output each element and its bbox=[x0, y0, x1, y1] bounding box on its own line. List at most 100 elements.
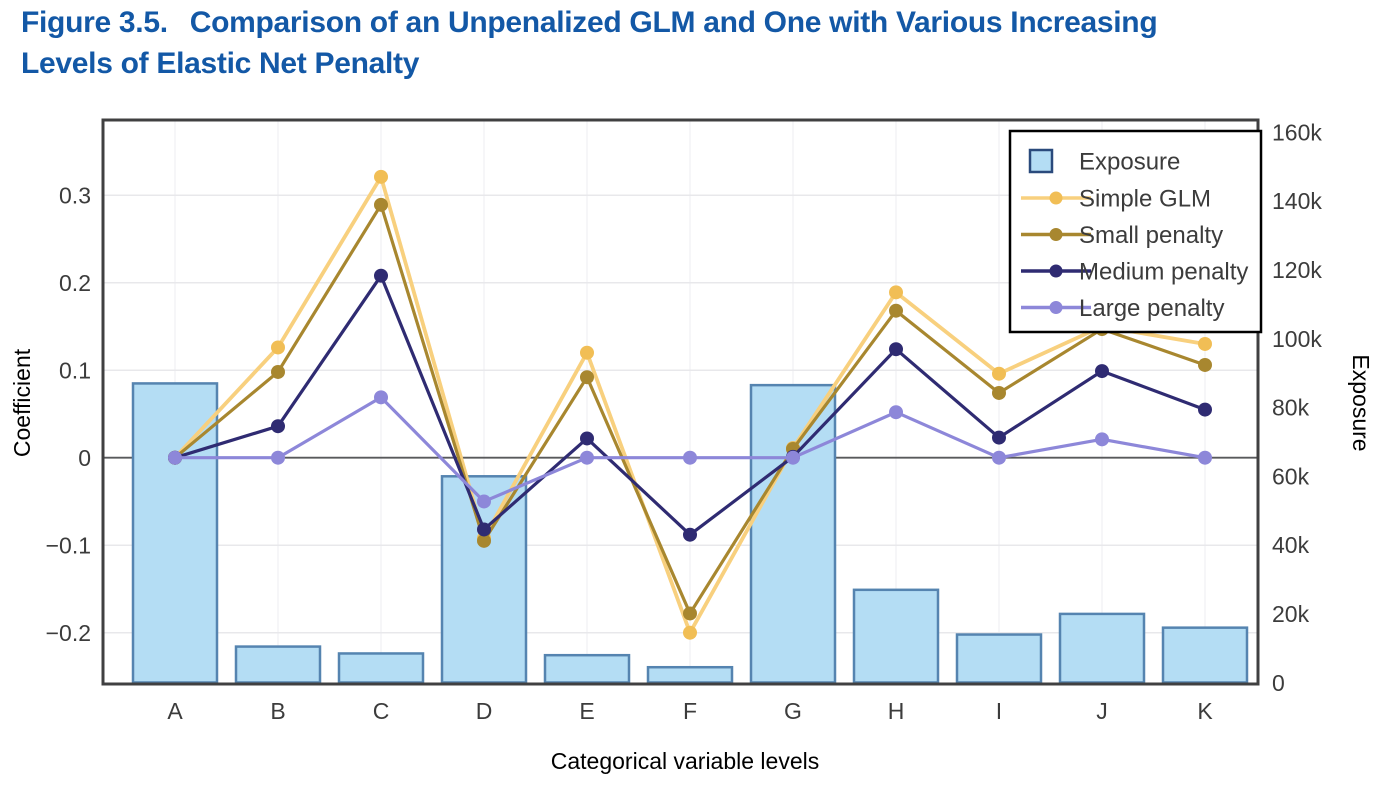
series-dot-large-penalty bbox=[1198, 450, 1212, 465]
legend-dot-sample bbox=[1049, 264, 1063, 278]
series-dot-small-penalty bbox=[992, 385, 1006, 400]
series-dot-simple-glm bbox=[374, 169, 388, 184]
exposure-bars-layer bbox=[131, 382, 1249, 684]
tick-labels-layer: 0.3 0.2 0.1 0 −0.1 −0.2 160k 140k 120k 100k 80k 60k… bbox=[46, 119, 1323, 724]
y-left-axis-title: Coefficient bbox=[9, 348, 35, 457]
legend-label: Exposure bbox=[1079, 148, 1180, 175]
x-category-label: B bbox=[270, 698, 285, 724]
exposure-bar bbox=[234, 645, 322, 684]
series-dot-medium-penalty bbox=[271, 419, 285, 434]
series-dot-small-penalty bbox=[889, 303, 903, 318]
y-left-tick-label: 0.2 bbox=[59, 270, 91, 296]
legend-entry-small-penalty: Small penalty bbox=[1021, 222, 1223, 249]
series-dot-simple-glm bbox=[889, 285, 903, 300]
exposure-bar bbox=[337, 652, 425, 684]
exposure-bar bbox=[1161, 626, 1249, 684]
series-dot-small-penalty bbox=[580, 370, 594, 385]
coefficient-lines-layer bbox=[168, 169, 1212, 640]
series-dot-medium-penalty bbox=[374, 268, 388, 283]
series-dot-medium-penalty bbox=[683, 527, 697, 542]
figure-number: Figure 3.5. bbox=[21, 6, 168, 39]
series-dot-large-penalty bbox=[271, 450, 285, 465]
y-right-tick-label: 20k bbox=[1272, 601, 1310, 627]
x-category-label: E bbox=[579, 698, 594, 724]
series-dot-small-penalty bbox=[374, 197, 388, 212]
series-dot-simple-glm bbox=[271, 340, 285, 355]
y-right-tick-label: 60k bbox=[1272, 463, 1310, 489]
legend-entry-large-penalty: Large penalty bbox=[1021, 295, 1224, 322]
plot-frame-layer bbox=[101, 118, 1260, 686]
exposure-bar bbox=[646, 665, 734, 684]
legend-dot-sample bbox=[1049, 228, 1063, 241]
series-dot-small-penalty bbox=[271, 364, 285, 379]
series-dot-simple-glm bbox=[992, 366, 1006, 381]
y-right-tick-label: 0 bbox=[1272, 670, 1285, 696]
x-category-label: H bbox=[888, 698, 905, 724]
legend-entry-simple-glm: Simple GLM bbox=[1021, 185, 1211, 212]
legend-entry-medium-penalty: Medium penalty bbox=[1021, 258, 1248, 285]
x-category-label: G bbox=[784, 698, 802, 724]
legend-label: Simple GLM bbox=[1079, 185, 1211, 212]
y-right-tick-label: 100k bbox=[1272, 326, 1322, 352]
x-category-label: D bbox=[476, 698, 493, 724]
series-dot-medium-penalty bbox=[477, 522, 491, 537]
series-dot-large-penalty bbox=[374, 390, 388, 405]
legend-label: Small penalty bbox=[1079, 222, 1223, 249]
exposure-bar bbox=[955, 633, 1043, 684]
y-right-axis-title: Exposure bbox=[1348, 354, 1374, 451]
series-dot-medium-penalty bbox=[1198, 402, 1212, 417]
figure-title-text-line1: Comparison of an Unpenalized GLM and One… bbox=[189, 6, 1158, 39]
series-dot-medium-penalty bbox=[580, 431, 594, 446]
x-category-label: C bbox=[373, 698, 390, 724]
exposure-bar bbox=[749, 383, 837, 684]
y-right-tick-label: 160k bbox=[1272, 119, 1322, 145]
x-axis-title: Categorical variable levels bbox=[551, 748, 819, 774]
y-left-tick-label: 0.3 bbox=[59, 182, 91, 208]
legend: Exposure Simple GLM Small penalty Medium pe… bbox=[1008, 129, 1263, 334]
y-left-tick-label: 0 bbox=[78, 445, 91, 471]
series-dot-medium-penalty bbox=[889, 342, 903, 357]
exposure-bar bbox=[1058, 612, 1146, 684]
series-dot-large-penalty bbox=[580, 450, 594, 465]
exposure-bar bbox=[440, 475, 528, 684]
figure-title-line1: Figure 3.5. Comparison of an Unpenalized … bbox=[21, 2, 1158, 43]
x-category-label: K bbox=[1197, 698, 1213, 724]
x-category-label: F bbox=[683, 698, 697, 724]
y-right-tick-label: 40k bbox=[1272, 532, 1310, 558]
series-dot-small-penalty bbox=[683, 606, 697, 621]
figure-title-line2: Levels of Elastic Net Penalty bbox=[21, 47, 420, 80]
x-category-label: J bbox=[1096, 698, 1108, 724]
legend-exposure-swatch bbox=[1028, 148, 1054, 174]
legend-dot-sample bbox=[1049, 191, 1063, 205]
series-dot-large-penalty bbox=[168, 450, 182, 465]
figure-title: Figure 3.5. Comparison of an Unpenalized … bbox=[21, 2, 1158, 84]
series-dot-large-penalty bbox=[992, 450, 1006, 465]
exposure-bar bbox=[543, 653, 631, 684]
series-dot-simple-glm bbox=[580, 345, 594, 360]
x-category-label: I bbox=[996, 698, 1002, 724]
series-dot-large-penalty bbox=[786, 450, 800, 465]
y-left-tick-label: −0.1 bbox=[46, 532, 91, 558]
exposure-bar bbox=[852, 588, 940, 684]
y-right-tick-label: 120k bbox=[1272, 257, 1322, 283]
y-left-tick-label: −0.2 bbox=[46, 620, 91, 646]
series-dot-medium-penalty bbox=[992, 430, 1006, 445]
legend-dot-sample bbox=[1049, 301, 1063, 314]
series-dot-large-penalty bbox=[683, 450, 697, 465]
series-dot-small-penalty bbox=[477, 533, 491, 548]
legend-entry-exposure: Exposure bbox=[1028, 148, 1180, 175]
plot-border bbox=[101, 118, 1260, 686]
y-right-tick-label: 140k bbox=[1272, 188, 1322, 214]
x-category-label: A bbox=[167, 698, 183, 724]
series-dot-small-penalty bbox=[1198, 357, 1212, 372]
y-left-tick-label: 0.1 bbox=[59, 357, 91, 383]
series-dot-medium-penalty bbox=[1095, 364, 1109, 379]
legend-label: Large penalty bbox=[1079, 295, 1224, 322]
y-right-tick-label: 80k bbox=[1272, 395, 1310, 421]
series-dot-large-penalty bbox=[889, 405, 903, 420]
legend-label: Medium penalty bbox=[1079, 258, 1248, 285]
series-dot-simple-glm bbox=[683, 625, 697, 640]
series-dot-large-penalty bbox=[1095, 432, 1109, 447]
